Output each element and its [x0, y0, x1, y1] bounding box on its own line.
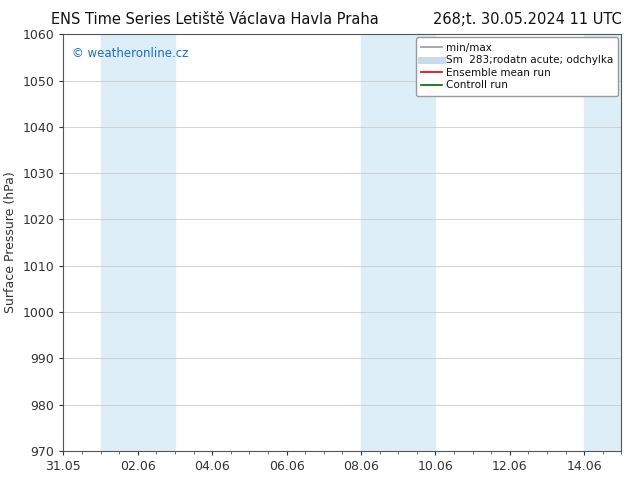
Text: © weatheronline.cz: © weatheronline.cz: [72, 47, 188, 60]
Bar: [101, 34, 175, 451]
Text: 268;t. 30.05.2024 11 UTC: 268;t. 30.05.2024 11 UTC: [432, 12, 621, 27]
Legend: min/max, Sm  283;rodatn acute; odchylka, Ensemble mean run, Controll run: min/max, Sm 283;rodatn acute; odchylka, …: [415, 37, 618, 96]
Y-axis label: Surface Pressure (hPa): Surface Pressure (hPa): [4, 172, 17, 314]
Bar: [361, 34, 436, 451]
Text: ENS Time Series Letiště Václava Havla Praha: ENS Time Series Letiště Václava Havla Pr…: [51, 12, 378, 27]
Bar: [584, 34, 621, 451]
